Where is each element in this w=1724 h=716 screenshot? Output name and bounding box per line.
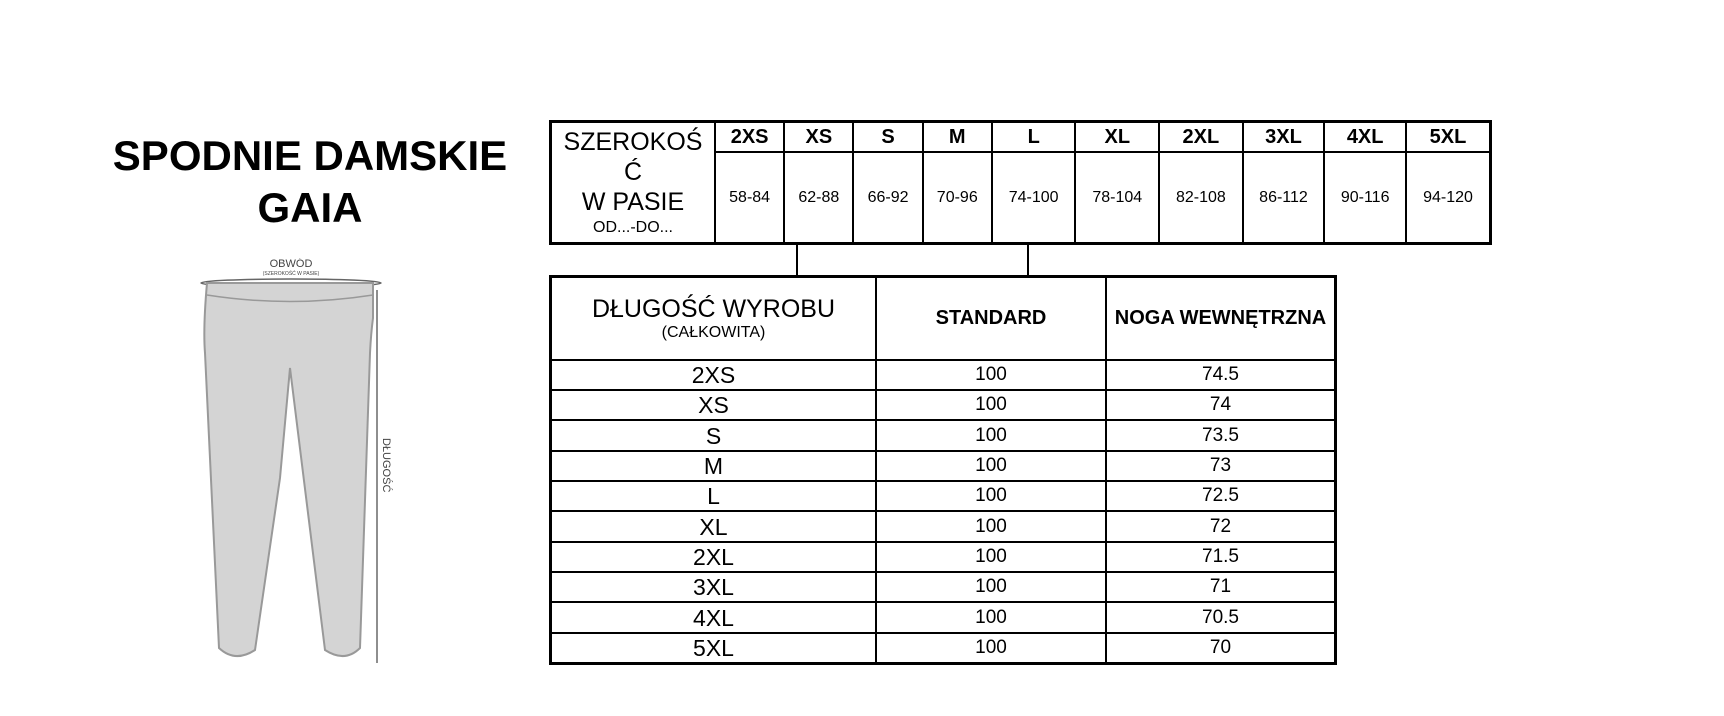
pants-illustration: OBWÓD (SZEROKOŚĆ W PASIE) DŁUGOŚĆ <box>200 258 393 663</box>
circumference-sublabel: (SZEROKOŚĆ W PASIE) <box>263 269 320 277</box>
size-header: M <box>921 120 993 153</box>
size-cell: 4XL <box>549 601 877 634</box>
table-row: L 100 72.5 <box>549 480 1337 513</box>
standard-value: 100 <box>875 419 1107 452</box>
waist-range: 58-84 <box>713 151 786 245</box>
waist-range: 62-88 <box>783 151 855 245</box>
waistband-line <box>206 294 374 303</box>
connector-line <box>1027 245 1029 275</box>
length-label: DŁUGOŚĆ <box>380 438 393 492</box>
product-title: SPODNIE DAMSKIE GAIA <box>80 130 540 234</box>
inseam-value: 70 <box>1105 631 1337 665</box>
waist-label-sub: OD...-DO... <box>593 218 673 236</box>
standard-value: 100 <box>875 480 1107 513</box>
table-row: 5XL 100 70 <box>549 631 1337 665</box>
table-row: 4XL 100 70.5 <box>549 601 1337 634</box>
size-cell: 2XS <box>549 358 877 392</box>
standard-value: 100 <box>875 571 1107 604</box>
standard-value: 100 <box>875 358 1107 392</box>
table-row: XS 100 74 <box>549 389 1337 422</box>
title-line-1: SPODNIE DAMSKIE <box>112 132 508 179</box>
size-cell: S <box>549 419 877 452</box>
waist-range: 78-104 <box>1074 151 1161 245</box>
inseam-value: 72 <box>1105 510 1337 543</box>
size-header: XL <box>1074 120 1161 153</box>
size-cell: XS <box>549 389 877 422</box>
size-header: S <box>852 120 924 153</box>
waist-range: 90-116 <box>1323 151 1407 245</box>
waist-range: 82-108 <box>1158 151 1244 245</box>
waist-label-2: Ć <box>623 157 643 186</box>
inseam-value: 74 <box>1105 389 1337 422</box>
length-header: DŁUGOŚĆ WYROBU (CAŁKOWITA) <box>549 275 877 361</box>
table-row: M 100 73 <box>549 449 1337 483</box>
standard-header: STANDARD <box>875 275 1107 361</box>
waist-range: 66-92 <box>852 151 924 245</box>
waist-range: 70-96 <box>921 151 993 245</box>
waist-range: 74-100 <box>990 151 1077 245</box>
size-cell: L <box>549 480 877 513</box>
size-header: 3XL <box>1241 120 1326 153</box>
standard-value: 100 <box>875 510 1107 543</box>
size-header: 2XL <box>1158 120 1244 153</box>
inseam-value: 74.5 <box>1105 358 1337 392</box>
waist-label-3: W PASIE <box>581 187 685 216</box>
standard-value: 100 <box>875 449 1107 483</box>
inseam-value: 71 <box>1105 571 1337 604</box>
inseam-value: 71.5 <box>1105 540 1337 574</box>
size-header: 2XS <box>713 120 786 153</box>
size-header: XS <box>783 120 855 153</box>
table-row: 2XL 100 71.5 <box>549 540 1337 574</box>
size-cell: M <box>549 449 877 483</box>
inseam-value: 73 <box>1105 449 1337 483</box>
inseam-value: 72.5 <box>1105 480 1337 513</box>
connector-line <box>796 245 798 275</box>
waist-label-cell: SZEROKOŚ Ć W PASIE OD...-DO... <box>549 120 716 245</box>
table-row: 2XS 100 74.5 <box>549 358 1337 392</box>
table-row: XL 100 72 <box>549 510 1337 543</box>
inseam-value: 73.5 <box>1105 419 1337 452</box>
inseam-value: 70.5 <box>1105 601 1337 634</box>
length-header-sub: (CAŁKOWITA) <box>661 323 766 341</box>
table-row: S 100 73.5 <box>549 419 1337 452</box>
waist-size-table: SZEROKOŚ Ć W PASIE OD...-DO... 2XS XS S … <box>549 120 1492 245</box>
title-line-2: GAIA <box>257 184 363 231</box>
length-table: DŁUGOŚĆ WYROBU (CAŁKOWITA) STANDARD NOGA… <box>549 275 1337 665</box>
size-cell: 5XL <box>549 631 877 665</box>
size-header: 5XL <box>1405 120 1492 153</box>
standard-value: 100 <box>875 601 1107 634</box>
waist-range: 94-120 <box>1405 151 1492 245</box>
pants-shape <box>203 282 374 657</box>
waist-range: 86-112 <box>1241 151 1326 245</box>
circumference-label: OBWÓD <box>270 258 313 270</box>
inseam-header: NOGA WEWNĘTRZNA <box>1105 275 1337 361</box>
standard-value: 100 <box>875 631 1107 665</box>
size-cell: 3XL <box>549 571 877 604</box>
size-header: L <box>990 120 1077 153</box>
table-row: 3XL 100 71 <box>549 571 1337 604</box>
size-header: 4XL <box>1323 120 1407 153</box>
size-cell: 2XL <box>549 540 877 574</box>
length-header-title: DŁUGOŚĆ WYROBU <box>591 294 836 323</box>
waist-label-1: SZEROKOŚ <box>563 127 703 156</box>
standard-value: 100 <box>875 389 1107 422</box>
standard-value: 100 <box>875 540 1107 574</box>
size-cell: XL <box>549 510 877 543</box>
